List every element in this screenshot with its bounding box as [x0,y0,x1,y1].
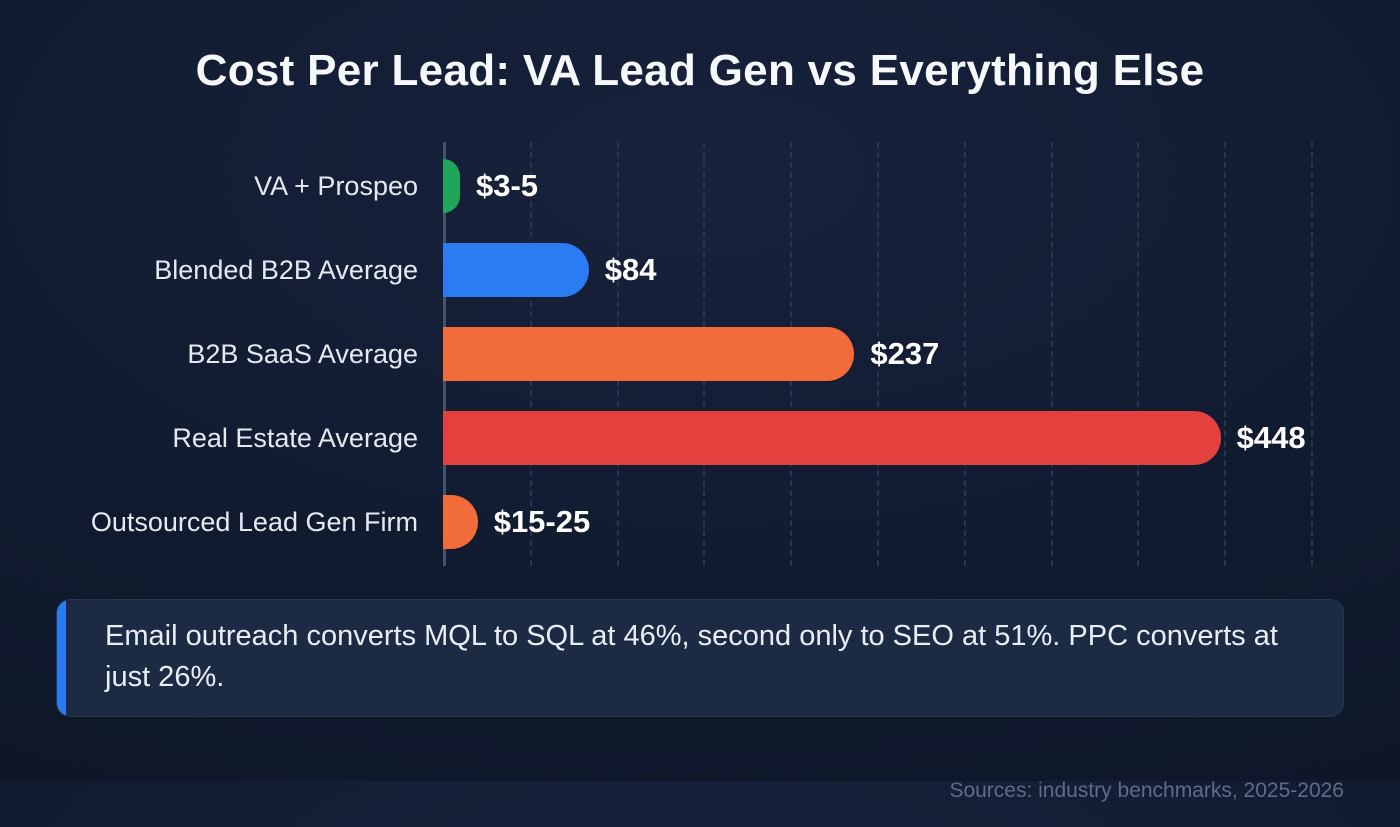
value-label: $448 [1236,420,1306,455]
bar [443,327,855,381]
bar-row: Outsourced Lead Gen Firm $15-25 [0,480,1400,564]
value-label: $15-25 [493,504,591,539]
bar [443,495,478,549]
value-label: $3-5 [476,168,539,203]
page-title: Cost Per Lead: VA Lead Gen vs Everything… [195,46,1205,95]
bar-track: $448 [443,396,1400,480]
chart-rows: VA + Prospeo $3-5 Blended B2B Average $84 B2… [0,144,1400,564]
value-label: $84 [604,252,657,287]
category-label: VA + Prospeo [254,170,418,201]
callout-box: Email outreach converts MQL to SQL at 46… [56,599,1344,718]
callout-text: Email outreach converts MQL to SQL at 46… [105,620,1278,694]
bar-track: $3-5 [443,144,1400,228]
category-label: B2B SaaS Average [187,338,418,369]
category-label: Blended B2B Average [154,254,418,285]
bar-row: B2B SaaS Average $237 [0,312,1400,396]
bar-row: VA + Prospeo $3-5 [0,144,1400,228]
bar-row: Real Estate Average $448 [0,396,1400,480]
bar [443,243,589,297]
callout-accent-bar [57,600,66,717]
bar-track: $15-25 [443,480,1400,564]
bar-track: $84 [443,228,1400,312]
category-label: Outsourced Lead Gen Firm [90,506,418,537]
bar-chart: VA + Prospeo $3-5 Blended B2B Average $84 B2… [0,142,1400,566]
source-note: Sources: industry benchmarks, 2025-2026 [949,779,1344,802]
bar [443,159,460,213]
bar-track: $237 [443,312,1400,396]
value-label: $237 [870,336,940,371]
bar [443,411,1221,465]
bar-row: Blended B2B Average $84 [0,228,1400,312]
category-label: Real Estate Average [172,422,418,453]
